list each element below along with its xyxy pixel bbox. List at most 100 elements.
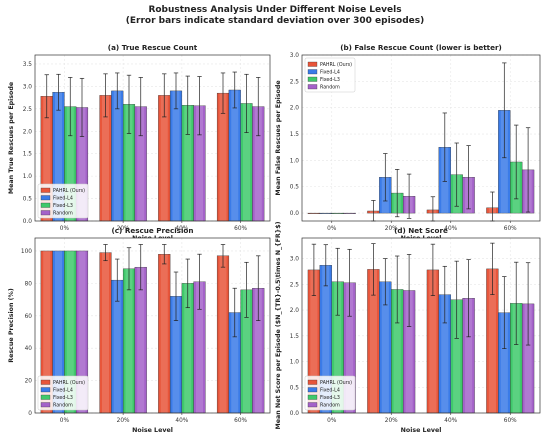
y-tick-label: 2.0 [290, 106, 300, 112]
bar-highlight [137, 106, 145, 221]
bar-highlight [465, 298, 473, 413]
y-tick-label: 0.0 [23, 219, 33, 225]
legend-label: Fixed-L3 [320, 77, 340, 83]
bar-highlight [101, 252, 110, 413]
y-tick-label: 0.0 [290, 411, 300, 417]
bar-highlight [381, 281, 389, 413]
bar-highlight [500, 110, 508, 214]
y-tick-label: 1.0 [290, 360, 300, 366]
y-tick-label: 2.5 [290, 79, 300, 85]
bar-highlight [512, 303, 520, 413]
bar-highlight [346, 213, 354, 214]
bar-highlight [66, 106, 74, 221]
bar-highlight [43, 250, 51, 413]
bar-highlight [78, 107, 86, 221]
axes-frame [301, 54, 541, 222]
x-tick-label: 20% [117, 418, 130, 424]
bar-highlight [405, 290, 413, 413]
y-tick-label: 0 [28, 411, 32, 417]
legend-label: Random [320, 403, 340, 409]
y-tick-label: 0.5 [23, 197, 33, 203]
legend-swatch [40, 379, 51, 385]
x-tick-label: 40% [175, 226, 188, 232]
x-axis-label: Noise Level [401, 427, 442, 434]
legend-swatch [307, 379, 318, 385]
y-tick-label: 20 [25, 379, 33, 385]
bar-highlight [219, 93, 227, 221]
panel-title: (d) Net Score [394, 226, 448, 235]
legend-label: Fixed-L3 [53, 203, 73, 209]
y-tick-label: 3.0 [290, 53, 300, 59]
bar-highlight [242, 289, 251, 413]
y-tick-label: 80 [25, 281, 33, 287]
bar-highlight [54, 92, 63, 221]
bar-highlight [184, 105, 192, 221]
bar-highlight [160, 95, 168, 221]
x-tick-label: 40% [444, 418, 457, 424]
y-tick-label: 1.5 [23, 152, 33, 158]
bar-highlight [524, 303, 532, 413]
bar [343, 212, 356, 214]
bar-highlight [310, 213, 318, 214]
legend-label: Fixed-L3 [320, 395, 340, 401]
panel-title: (c) Rescue Precision [112, 226, 194, 235]
bar-highlight [113, 90, 121, 221]
x-tick-label: 20% [385, 418, 398, 424]
bar-highlight [242, 103, 251, 221]
legend-label: PAHRL (Ours) [53, 380, 85, 386]
y-tick-label: 3.0 [290, 257, 300, 263]
bar-highlight [393, 289, 401, 413]
y-axis-label: Mean True Rescues per Episode [8, 82, 15, 194]
panel-c: (c) Rescue Precision 0 20 40 60 80 100 0% 20% 40%… [8, 226, 271, 434]
bar-highlight [101, 95, 110, 221]
legend-swatch [307, 84, 318, 90]
y-tick-label: 3.5 [23, 62, 33, 68]
panel-d: (d) Net Score 0.0 0.5 1.0 1.5 2.0 2.5 3.0 0% 20% 4… [275, 221, 541, 434]
legend-label: Fixed-L4 [320, 388, 340, 394]
x-tick-label: 40% [444, 226, 457, 232]
y-tick-label: 1.5 [290, 334, 300, 340]
bar-highlight [219, 255, 227, 413]
legend-label: PAHRL (Ours) [320, 62, 352, 68]
bar-highlight [160, 254, 168, 413]
legend-box [304, 375, 356, 411]
y-tick-label: 1.0 [23, 174, 33, 180]
x-tick-label: 60% [504, 418, 517, 424]
legend-label: Fixed-L4 [53, 196, 73, 202]
x-tick-label: 0% [327, 418, 337, 424]
axes-frame [34, 237, 271, 414]
legend-swatch [40, 402, 51, 408]
legend-box [37, 375, 89, 411]
legend-swatch [40, 187, 51, 193]
bar-highlight [43, 96, 51, 221]
legend-label: Fixed-L4 [53, 388, 73, 394]
axes-frame [34, 54, 271, 222]
x-tick-label: 0% [60, 226, 70, 232]
legend-label: PAHRL (Ours) [53, 188, 85, 194]
x-tick-label: 20% [117, 226, 130, 232]
legend-swatch [307, 387, 318, 393]
bar-highlight [172, 296, 180, 413]
legend-label: PAHRL (Ours) [320, 380, 352, 386]
y-tick-label: 2.5 [23, 107, 33, 113]
legend-swatch [40, 394, 51, 400]
x-tick-label: 40% [175, 418, 188, 424]
bar-highlight [195, 281, 204, 413]
legend-box [37, 183, 89, 219]
legend-swatch [40, 210, 51, 216]
bar-highlight [172, 90, 180, 221]
y-tick-label: 100 [21, 249, 32, 255]
axes-frame [301, 237, 541, 414]
y-tick-label: 0.5 [290, 185, 300, 191]
bar-highlight [500, 312, 508, 413]
legend-label: Fixed-L3 [53, 395, 73, 401]
bar-highlight [334, 281, 342, 413]
y-tick-label: 40 [25, 346, 33, 352]
y-tick-label: 2.0 [290, 308, 300, 314]
bar-highlight [231, 312, 239, 413]
legend-swatch [40, 202, 51, 208]
bar-highlight [113, 280, 121, 413]
bar-highlight [322, 265, 330, 413]
x-tick-label: 60% [504, 226, 517, 232]
